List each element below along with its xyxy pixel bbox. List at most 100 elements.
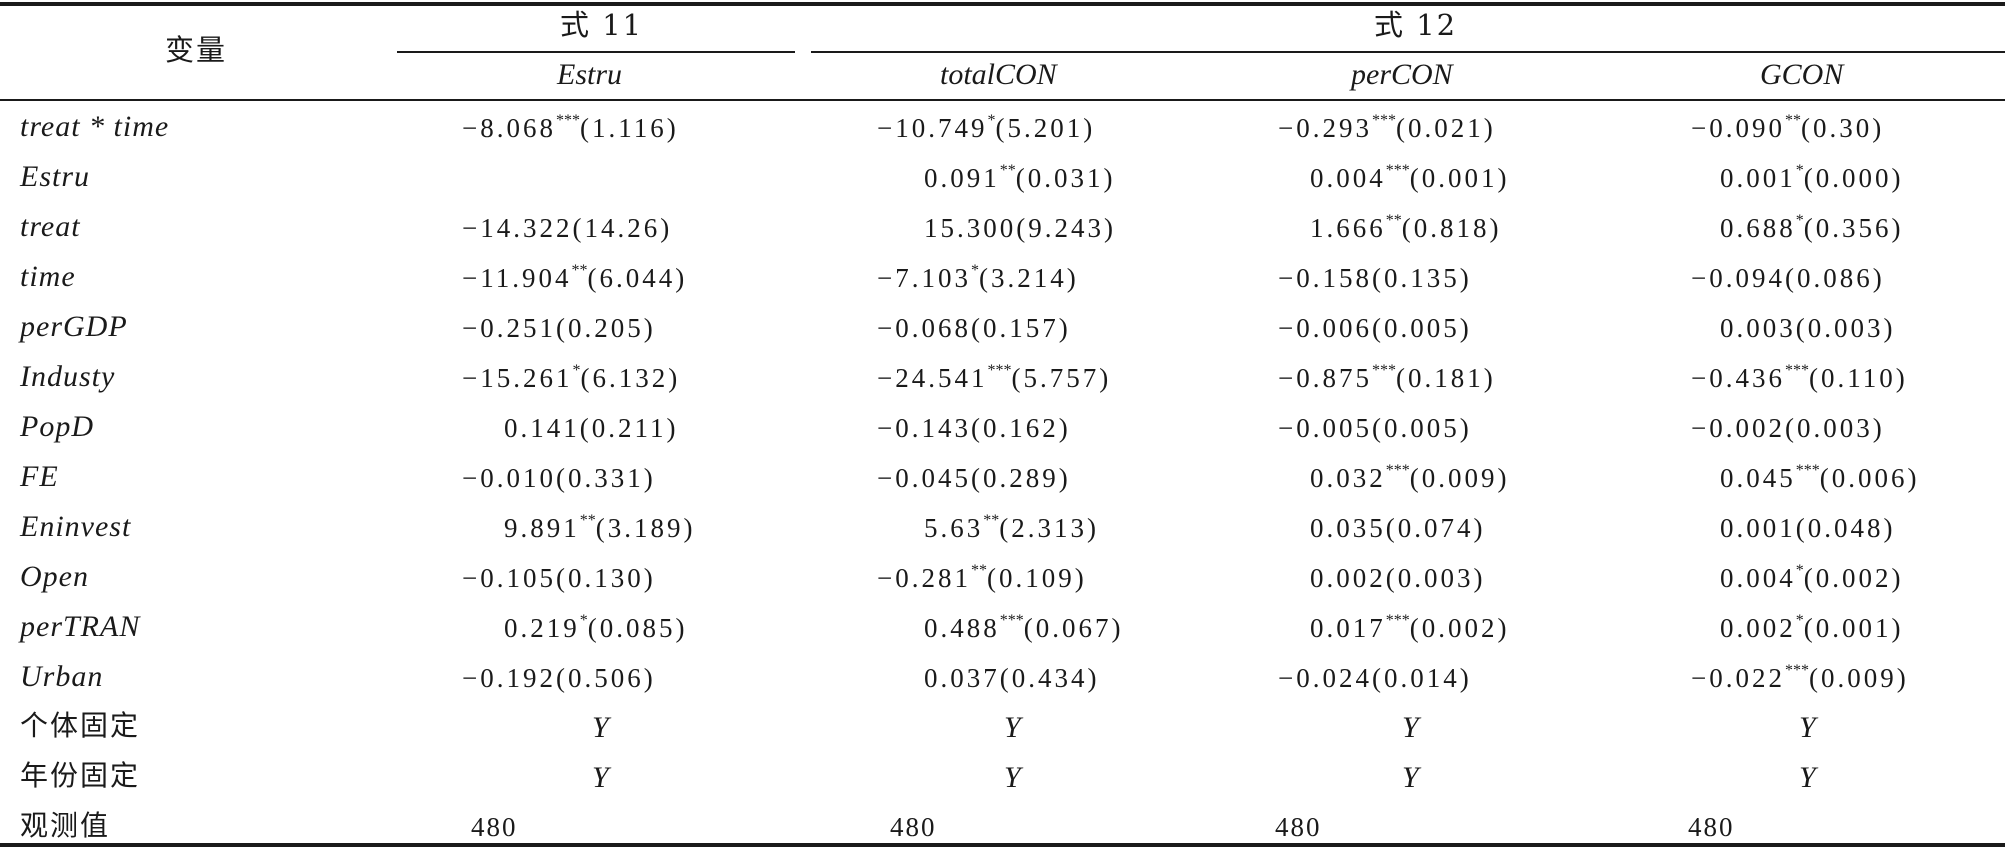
significance-stars: ***	[1385, 612, 1410, 629]
individual-fixed-label: 个体固定	[20, 709, 141, 742]
coefficient-value: 9.891	[504, 513, 580, 543]
significance-stars: ***	[1795, 462, 1820, 479]
coefficient-value: 0.091	[924, 163, 1000, 193]
standard-error: (0.005)	[1371, 313, 1472, 343]
coefficient-cell: −0.105(0.130)	[462, 565, 656, 592]
significance-stars: *	[1795, 612, 1804, 629]
standard-error: (0.003)	[1784, 413, 1885, 443]
standard-error: (6.132)	[580, 363, 681, 393]
coefficient-cell: −0.143(0.162)	[877, 415, 1071, 442]
coefficient-cell: 0.032***(0.009)	[1310, 462, 1509, 492]
row-variable-label: perTRAN	[20, 610, 141, 643]
coefficient-cell: 0.004***(0.001)	[1310, 163, 1510, 193]
coefficient-cell: −0.875***(0.181)	[1278, 363, 1496, 393]
coefficient-value: −0.094	[1691, 263, 1785, 293]
year-fixed-value: Y	[592, 761, 609, 794]
coefficient-cell: −8.068***(1.116)	[462, 112, 679, 143]
significance-stars: ***	[1385, 462, 1410, 479]
coefficient-value: −0.192	[462, 663, 556, 693]
standard-error: (0.067)	[1023, 613, 1124, 643]
coefficient-value: −0.006	[1278, 313, 1372, 343]
coefficient-cell: 0.045***(0.006)	[1720, 462, 1920, 493]
standard-error: (0.001)	[1409, 163, 1510, 193]
coefficient-value: −0.002	[1691, 413, 1785, 443]
row-variable-label: Industy	[20, 360, 116, 393]
row-variable-label: PopD	[20, 410, 94, 443]
standard-error: (2.313)	[999, 513, 1099, 543]
coefficient-value: −7.103	[877, 263, 971, 293]
coefficient-value: 0.001	[1720, 163, 1796, 193]
standard-error: (0.074)	[1385, 513, 1486, 543]
significance-stars: *	[1795, 212, 1804, 229]
observations-value: 480	[471, 812, 518, 842]
standard-error: (0.085)	[587, 613, 688, 643]
row-variable-label: treat * time	[20, 110, 170, 143]
significance-stars: ***	[555, 112, 580, 129]
standard-error: (0.009)	[1808, 663, 1909, 693]
coefficient-cell: 5.63**(2.313)	[924, 513, 1099, 543]
coefficient-cell: 0.688*(0.356)	[1720, 212, 1903, 242]
table-top-rule	[0, 2, 2005, 6]
coefficient-value: −10.749	[877, 113, 988, 143]
coefficient-value: −8.068	[462, 113, 556, 143]
coefficient-value: −0.143	[877, 413, 971, 443]
coefficient-cell: −0.024(0.014)	[1278, 665, 1472, 692]
coefficient-value: −0.090	[1691, 113, 1785, 143]
row-variable-label: Estru	[20, 160, 91, 193]
standard-error: (0.211)	[579, 413, 679, 443]
coefficient-value: −0.875	[1278, 363, 1372, 393]
individual-fixed-value: Y	[1004, 711, 1021, 744]
standard-error: (0.434)	[999, 663, 1100, 693]
coefficient-cell: 0.035(0.074)	[1310, 515, 1485, 542]
coefficient-value: 5.63	[924, 513, 984, 543]
coefficient-cell: −0.022***(0.009)	[1691, 662, 1909, 693]
coefficient-value: −15.261	[462, 363, 573, 393]
coefficient-cell: 1.666**(0.818)	[1310, 212, 1502, 243]
standard-error: (0.001)	[1803, 613, 1904, 643]
coefficient-value: −0.068	[877, 313, 971, 343]
coefficient-value: 0.001	[1720, 513, 1796, 543]
significance-stars: *	[579, 612, 588, 629]
standard-error: (0.000)	[1803, 163, 1904, 193]
table-header-rule	[0, 99, 2005, 101]
standard-error: (0.031)	[1015, 163, 1116, 193]
standard-error: (0.818)	[1401, 213, 1502, 243]
standard-error: (1.116)	[579, 113, 679, 143]
standard-error: (9.243)	[1016, 213, 1116, 243]
coefficient-cell: 0.003(0.003)	[1720, 315, 1895, 342]
coefficient-value: −0.005	[1278, 413, 1372, 443]
standard-error: (5.757)	[1011, 363, 1112, 393]
standard-error: (0.30)	[1800, 113, 1885, 143]
coefficient-cell: 0.037(0.434)	[924, 665, 1099, 692]
coefficient-value: 0.002	[1310, 563, 1386, 593]
year-fixed-label: 年份固定	[20, 759, 141, 792]
coefficient-cell: 0.002(0.003)	[1310, 565, 1485, 592]
significance-stars: ***	[999, 612, 1024, 629]
significance-stars: **	[1385, 212, 1402, 229]
coefficient-value: −0.105	[462, 563, 556, 593]
coefficient-cell: −0.045(0.289)	[877, 465, 1071, 492]
row-variable-label: Eninvest	[20, 510, 132, 543]
year-fixed-value: Y	[1402, 761, 1419, 794]
standard-error: (6.044)	[587, 263, 688, 293]
coefficient-value: 0.219	[504, 613, 580, 643]
row-variable-label: time	[20, 260, 76, 293]
coefficient-cell: 0.017***(0.002)	[1310, 612, 1509, 642]
significance-stars: ***	[987, 362, 1012, 379]
coefficient-value: −24.541	[877, 363, 988, 393]
significance-stars: ***	[1784, 662, 1809, 679]
observations-value: 480	[890, 812, 937, 842]
coefficient-value: 15.300	[924, 213, 1017, 243]
standard-error: (0.006)	[1819, 463, 1920, 493]
coefficient-value: 0.141	[504, 413, 580, 443]
coefficient-cell: 9.891**(3.189)	[504, 513, 695, 543]
header-variable: 变量	[165, 33, 228, 67]
coefficient-cell: −0.068(0.157)	[877, 315, 1071, 342]
coefficient-cell: −0.006(0.005)	[1278, 315, 1472, 342]
coefficient-cell: −0.090**(0.30)	[1691, 113, 1885, 143]
standard-error: (5.201)	[995, 113, 1096, 143]
standard-error: (0.003)	[1385, 563, 1486, 593]
standard-error: (0.002)	[1803, 563, 1904, 593]
coefficient-cell: −0.010(0.331)	[462, 465, 656, 492]
coefficient-value: 0.002	[1720, 613, 1796, 643]
